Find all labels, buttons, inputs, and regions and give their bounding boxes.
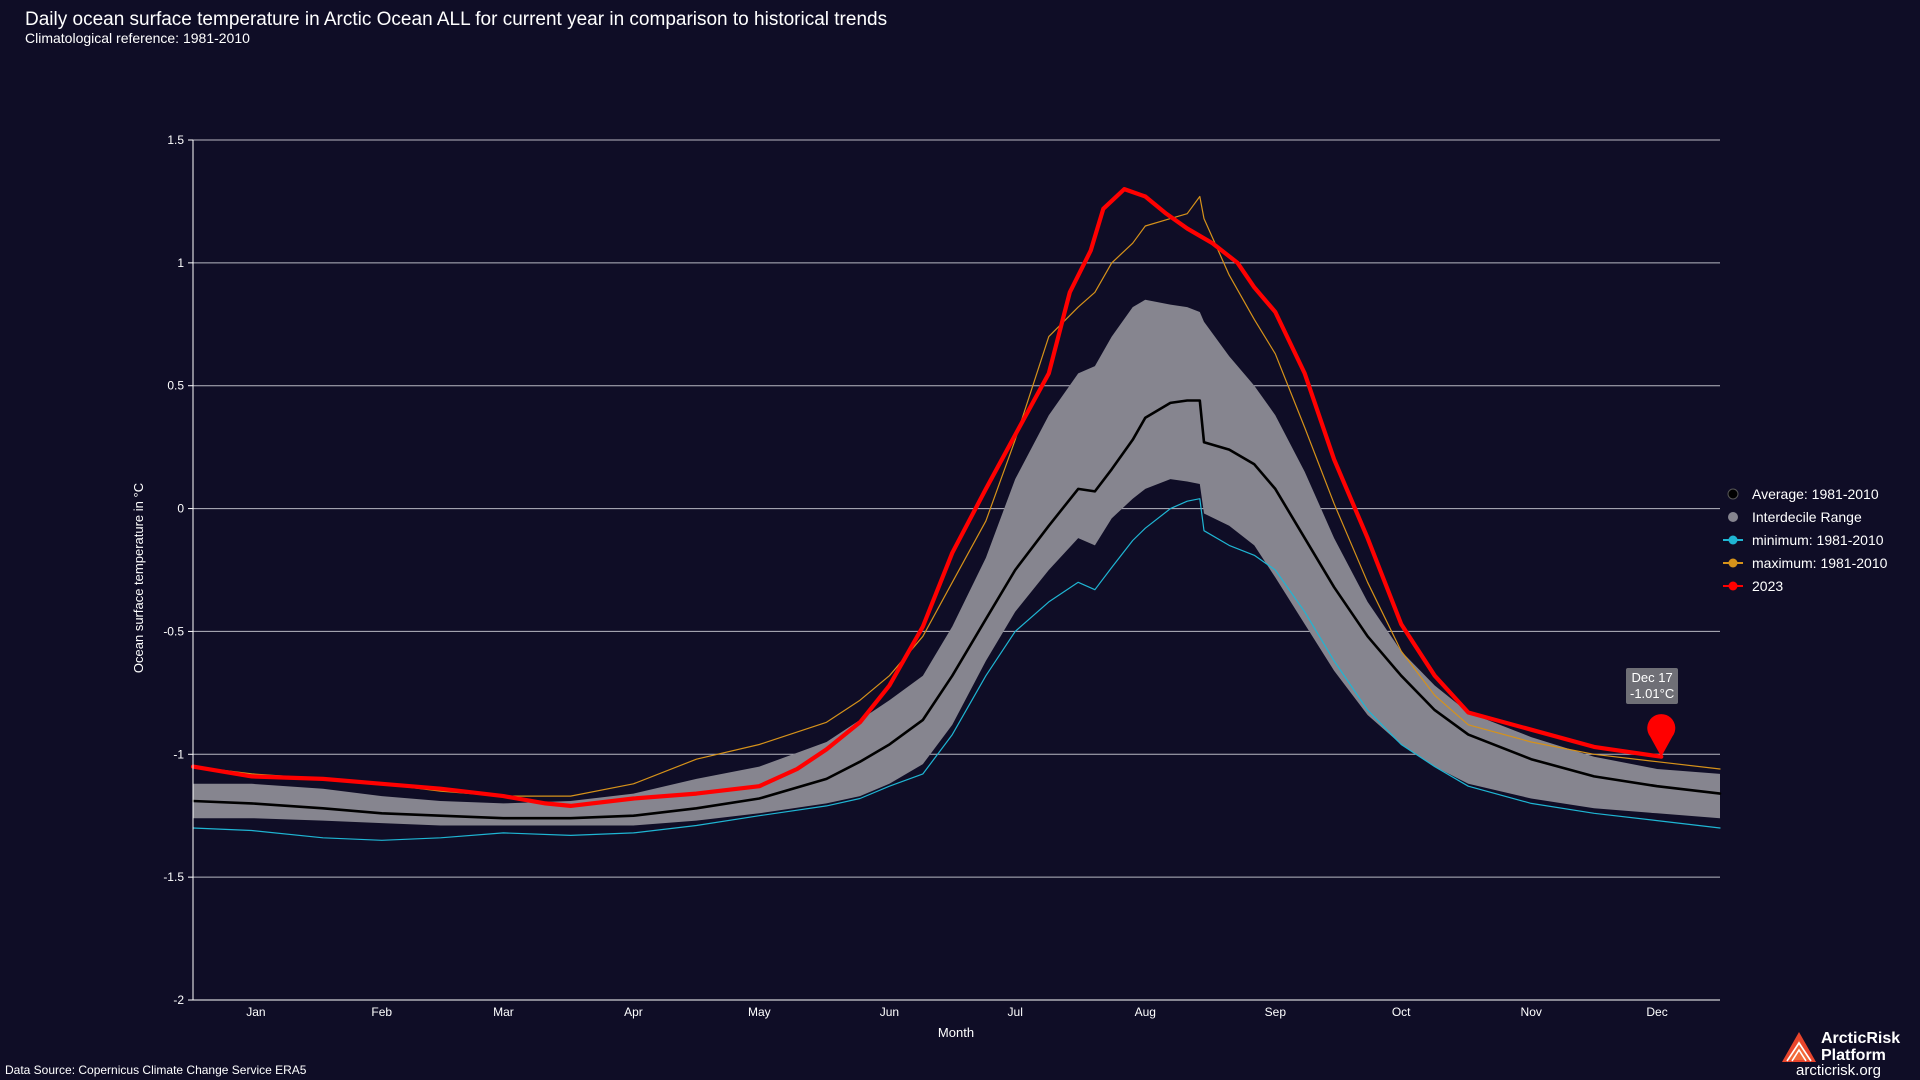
- brand-name: ArcticRisk Platform: [1821, 1030, 1920, 1064]
- x-tick-label: Oct: [1392, 1005, 1411, 1019]
- legend-item-average[interactable]: Average: 1981-2010: [1722, 482, 1887, 505]
- legend-label: maximum: 1981-2010: [1752, 554, 1888, 571]
- y-tick-label: 0: [177, 502, 184, 516]
- chart-title: Daily ocean surface temperature in Arcti…: [25, 9, 888, 30]
- current-year-line: [190, 187, 1664, 808]
- location-pin-icon: [1647, 714, 1676, 757]
- y-axis-title: Ocean surface temperature in °C: [131, 483, 146, 673]
- legend-label: Interdecile Range: [1752, 508, 1862, 525]
- x-tick-label: Mar: [493, 1005, 514, 1019]
- series-lines[interactable]: [190, 187, 1722, 841]
- y-tick-label: 1: [177, 256, 184, 270]
- legend-item-current[interactable]: 2023: [1722, 574, 1887, 597]
- y-tick-label: -0.5: [163, 624, 184, 638]
- tooltip-value: -1.01°C: [1630, 686, 1675, 701]
- legend-swatch-minimum: [1723, 535, 1743, 544]
- legend-label: minimum: 1981-2010: [1752, 531, 1884, 548]
- chart-subtitle: Climatological reference: 1981-2010: [25, 30, 250, 46]
- x-tick-label: Aug: [1135, 1005, 1156, 1019]
- x-tick-label: Nov: [1521, 1005, 1542, 1019]
- brand-name-line1: ArcticRisk: [1821, 1030, 1901, 1047]
- legend-item-interdecile[interactable]: Interdecile Range: [1722, 505, 1887, 528]
- x-tick-label: Jan: [246, 1005, 265, 1019]
- brand-logo[interactable]: ArcticRisk Platform arcticrisk.org: [1781, 1030, 1915, 1079]
- y-tick-label: -2: [173, 993, 184, 1007]
- minimum-line: [192, 498, 1721, 841]
- legend-item-minimum[interactable]: minimum: 1981-2010: [1722, 528, 1887, 551]
- legend-label: 2023: [1752, 577, 1784, 594]
- highlight-marker[interactable]: [1647, 714, 1676, 757]
- x-tick-label: May: [748, 1005, 771, 1019]
- data-source-note: Data Source: Copernicus Climate Change S…: [5, 1063, 307, 1077]
- x-tick-label: Dec: [1646, 1005, 1667, 1019]
- legend-swatch-interdecile: [1728, 511, 1738, 522]
- value-tooltip: Dec 17 -1.01°C: [1626, 668, 1679, 704]
- x-axis-title: Month: [938, 1025, 974, 1040]
- axes: -2 -1.5 -1 -0.5 0 0.5 1 1.5 Jan Feb Mar Apr May Jun Ju…: [163, 133, 1720, 1019]
- legend-swatch-maximum: [1723, 558, 1743, 567]
- interdecile-area: [193, 299, 1720, 826]
- y-tick-label: -1.5: [163, 870, 184, 884]
- legend-swatch-average: [1727, 488, 1739, 499]
- brand-url[interactable]: arcticrisk.org: [1796, 1062, 1882, 1079]
- brand-name-line2: Platform: [1821, 1047, 1886, 1064]
- interdecile-band[interactable]: [193, 299, 1720, 826]
- average-line: [191, 399, 1722, 820]
- legend-item-maximum[interactable]: maximum: 1981-2010: [1722, 551, 1887, 574]
- x-tick-label: Jun: [880, 1005, 899, 1019]
- x-tick-label: Sep: [1265, 1005, 1287, 1019]
- y-tick-label: 1.5: [167, 133, 184, 147]
- x-tick-label: Apr: [624, 1005, 643, 1019]
- maximum-line: [192, 195, 1721, 797]
- chart-legend: Average: 1981-2010 Interdecile Range minim…: [1722, 482, 1887, 597]
- legend-swatch-current: [1723, 581, 1743, 590]
- y-tick-label: -1: [173, 747, 184, 761]
- legend-label: Average: 1981-2010: [1752, 485, 1879, 502]
- x-tick-label: Feb: [371, 1005, 392, 1019]
- tooltip-date: Dec 17: [1631, 670, 1673, 685]
- triangle-logo-icon: [1782, 1032, 1816, 1062]
- y-tick-label: 0.5: [167, 379, 184, 393]
- x-tick-label: Jul: [1008, 1005, 1023, 1019]
